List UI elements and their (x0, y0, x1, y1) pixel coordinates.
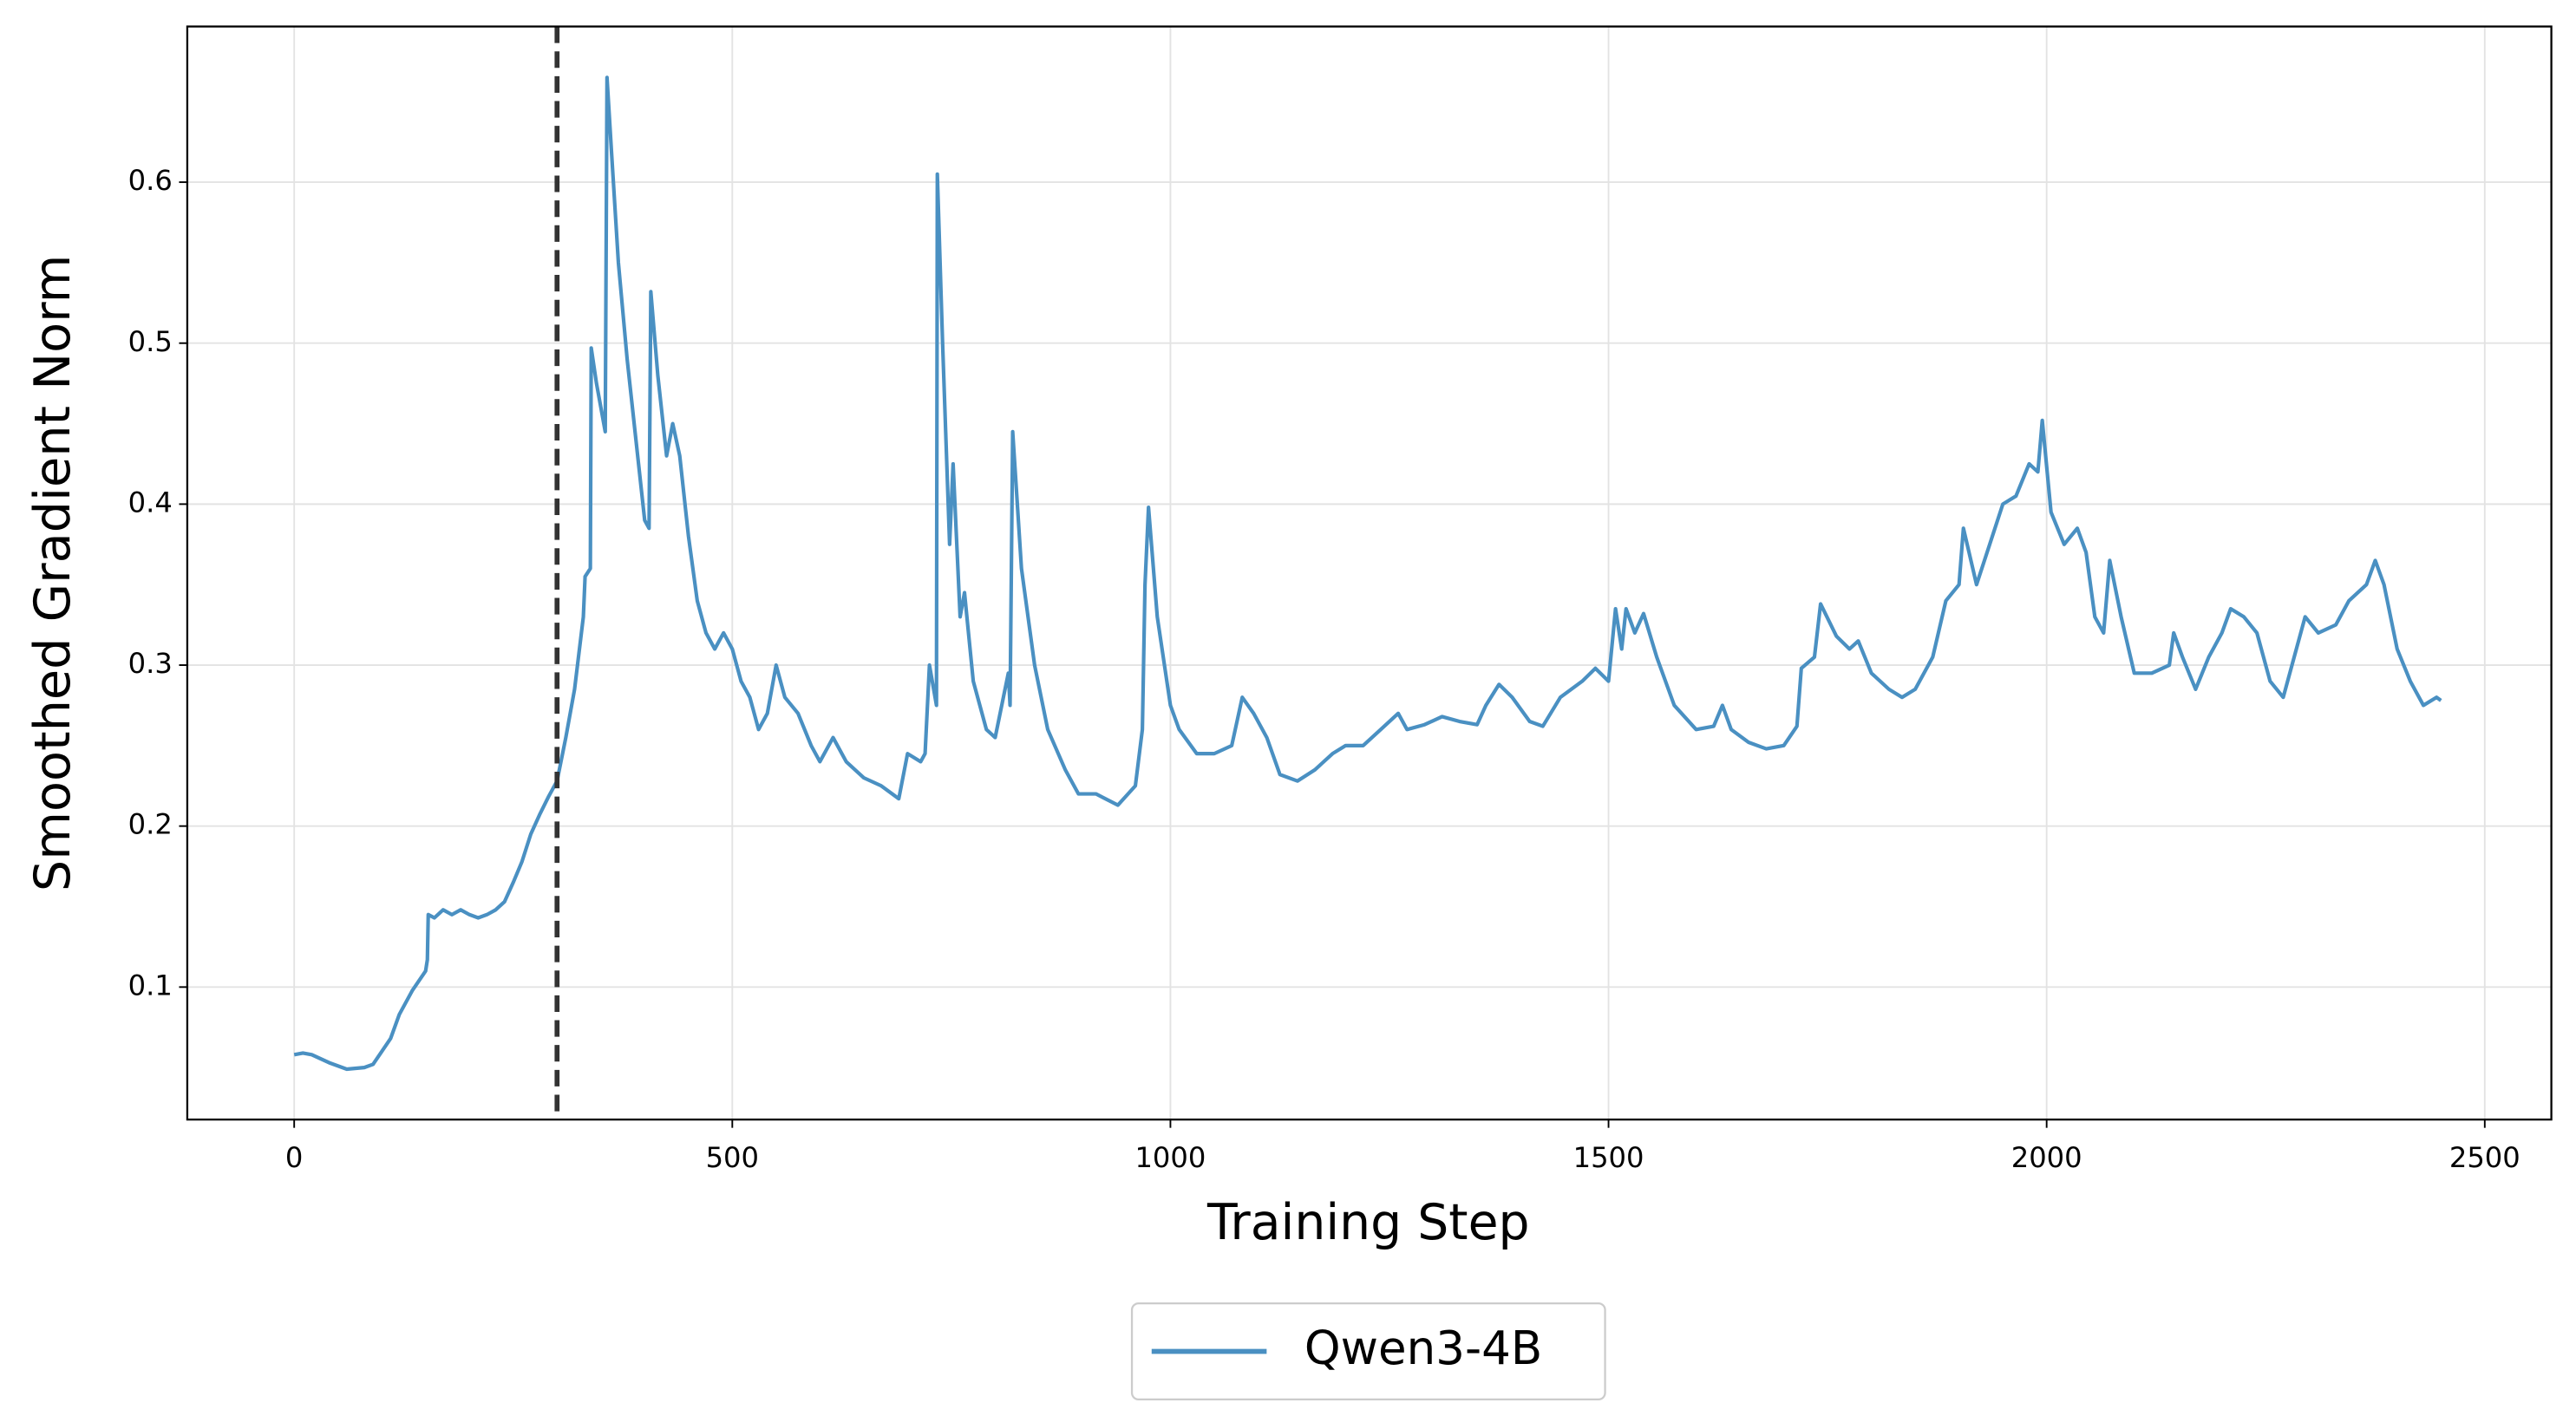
plot-frame (186, 25, 2553, 1121)
x-tick-label: 2500 (2449, 1141, 2520, 1174)
legend-label: Qwen3-4B (1304, 1321, 1542, 1375)
x-axis-label: Training Step (1206, 1194, 1530, 1251)
data-line (293, 75, 2442, 1072)
y-tick-label: 0.5 (128, 325, 173, 358)
y-tick-label: 0.3 (128, 647, 173, 680)
y-tick-label: 0.2 (128, 808, 173, 841)
y-tick-label: 0.6 (128, 164, 173, 197)
y-axis-label: Smoothed Gradient Norm (24, 255, 82, 892)
x-tick-label: 1000 (1134, 1141, 1206, 1174)
y-tick-label: 0.1 (128, 969, 173, 1002)
x-tick-label: 2000 (2011, 1141, 2082, 1174)
legend-box (1130, 1302, 1606, 1401)
y-tick-label: 0.4 (128, 486, 173, 519)
x-tick-label: 0 (285, 1141, 303, 1174)
x-tick-label: 1500 (1573, 1141, 1644, 1174)
x-tick-label: 500 (706, 1141, 759, 1174)
